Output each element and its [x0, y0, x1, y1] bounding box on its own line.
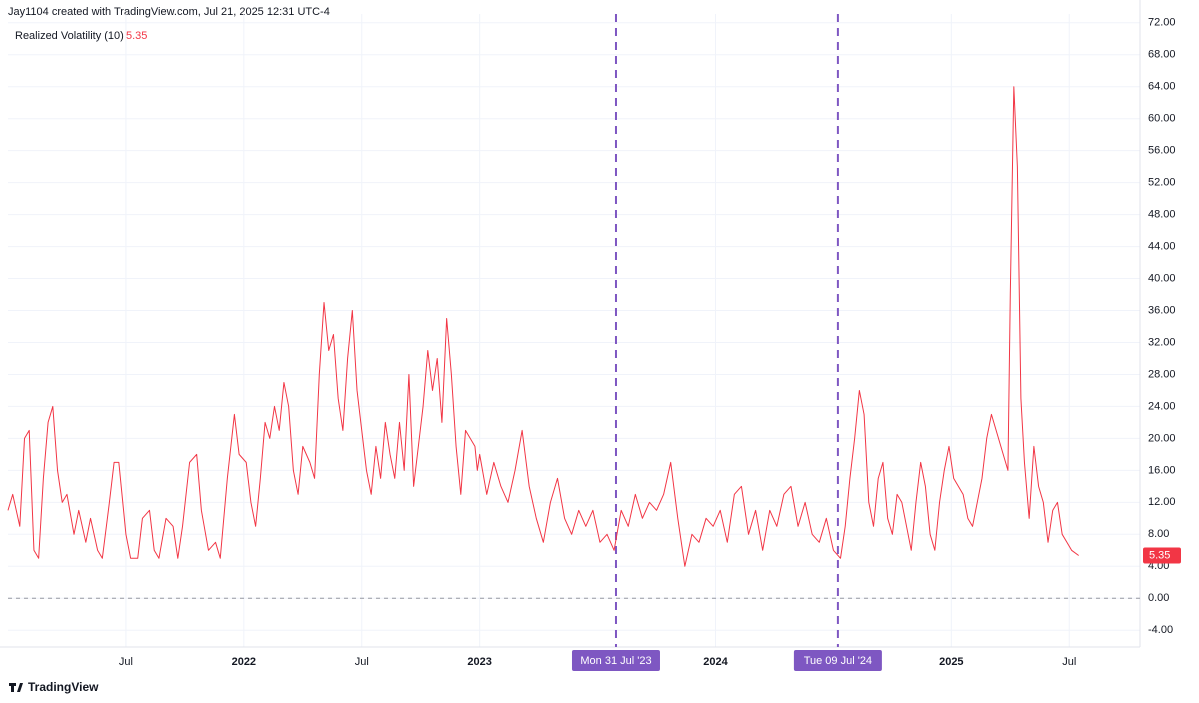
y-tick-label: 40.00 [1148, 272, 1176, 284]
x-tick-label: 2024 [703, 656, 728, 668]
y-tick-label: 24.00 [1148, 400, 1176, 412]
y-tick-label: 68.00 [1148, 49, 1176, 61]
footer-text: TradingView [28, 680, 99, 694]
vertical-line-label: Tue 09 Jul '24 [804, 655, 872, 667]
y-tick-label: 36.00 [1148, 304, 1176, 316]
x-tick-label: 2022 [232, 656, 256, 668]
x-tick-label: 2023 [467, 656, 491, 668]
y-tick-label: 20.00 [1148, 432, 1176, 444]
y-tick-label: 16.00 [1148, 464, 1176, 476]
chart-title: Jay1104 created with TradingView.com, Ju… [8, 6, 330, 18]
x-tick-label: Jul [1062, 656, 1076, 668]
y-tick-label: 64.00 [1148, 81, 1176, 93]
last-value-label: 5.35 [1149, 549, 1170, 561]
legend: Realized Volatility (10) [15, 30, 124, 42]
footer-logo: TradingView [9, 680, 99, 694]
vertical-line-label: Mon 31 Jul '23 [580, 655, 651, 667]
logo-icon [9, 683, 23, 692]
y-tick-label: 0.00 [1148, 592, 1169, 604]
y-tick-label: 60.00 [1148, 113, 1176, 125]
last-value-box [1143, 547, 1181, 564]
y-tick-label: 8.00 [1148, 528, 1169, 540]
vertical-line-label-bg [571, 650, 660, 671]
x-tick-label: Jul [119, 656, 133, 668]
y-tick-label: 56.00 [1148, 145, 1176, 157]
legend-label: Realized Volatility (10) [15, 30, 124, 42]
vertical-line-label-bg [793, 650, 882, 671]
y-tick-label: 12.00 [1148, 496, 1176, 508]
y-tick-label: 28.00 [1148, 368, 1176, 380]
y-tick-label: 44.00 [1148, 240, 1176, 252]
grid [8, 14, 1140, 647]
x-tick-label: Jul [355, 656, 369, 668]
x-tick-label: 2025 [939, 656, 963, 668]
y-tick-label: 48.00 [1148, 209, 1176, 221]
y-tick-label: 32.00 [1148, 336, 1176, 348]
legend-value: 5.35 [126, 30, 147, 42]
y-tick-label: 52.00 [1148, 177, 1176, 189]
y-tick-label: 72.00 [1148, 17, 1176, 29]
series-line [7, 86, 1079, 567]
y-tick-label: -4.00 [1148, 624, 1173, 636]
